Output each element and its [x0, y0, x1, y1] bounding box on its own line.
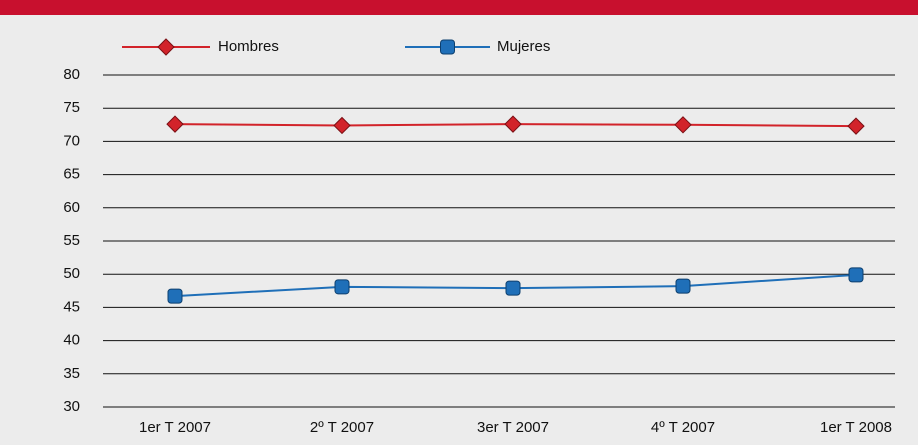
- legend-label: Mujeres: [497, 38, 550, 55]
- marker: [848, 267, 864, 283]
- marker: [505, 280, 521, 296]
- x-tick-label: 4º T 2007: [651, 419, 715, 436]
- legend-label: Hombres: [218, 38, 279, 55]
- marker: [675, 278, 691, 294]
- marker: [504, 115, 522, 133]
- x-tick-label: 1er T 2007: [139, 419, 211, 436]
- marker: [674, 116, 692, 134]
- y-tick-label: 40: [63, 332, 80, 349]
- marker: [333, 116, 351, 135]
- marker: [167, 288, 183, 304]
- marker: [334, 279, 350, 295]
- x-tick-label: 1er T 2008: [820, 419, 892, 436]
- header-band: [0, 0, 918, 15]
- x-tick-label: 3er T 2007: [477, 419, 549, 436]
- y-tick-label: 70: [63, 132, 80, 149]
- legend-marker: [157, 38, 175, 56]
- y-tick-label: 65: [63, 166, 80, 183]
- y-tick-label: 50: [63, 265, 80, 282]
- y-tick-label: 80: [63, 66, 80, 83]
- y-tick-label: 35: [63, 365, 80, 382]
- y-tick-label: 55: [63, 232, 80, 249]
- x-tick-label: 2º T 2007: [310, 419, 374, 436]
- y-tick-label: 75: [63, 99, 80, 116]
- y-tick-label: 30: [63, 398, 80, 415]
- y-tick-label: 45: [63, 298, 80, 315]
- marker: [166, 115, 184, 133]
- y-tick-label: 60: [63, 199, 80, 216]
- legend-marker: [440, 39, 455, 55]
- marker: [847, 117, 865, 135]
